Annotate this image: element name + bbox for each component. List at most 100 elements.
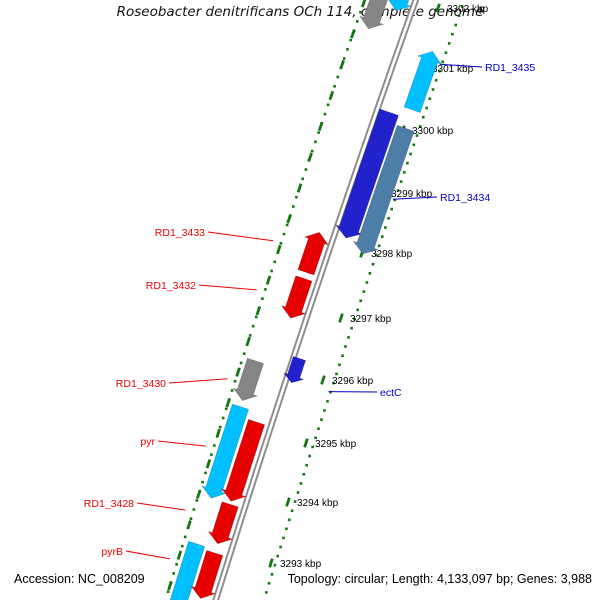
ruler-dot-right (441, 60, 444, 64)
ruler-dash-left (339, 59, 345, 70)
ruler-dot-left (323, 112, 327, 116)
gene-label-RD1_3434[interactable]: RD1_3434 (440, 192, 490, 204)
ruler-dot-left (218, 425, 222, 429)
ruler-dot-right (390, 207, 393, 211)
ruler-dot-right (359, 299, 362, 303)
ruler-dash-kbp (268, 558, 274, 568)
ruler-dash-kbp (303, 438, 309, 448)
ruler-dot-right (341, 354, 344, 357)
ruler-dot-right (381, 235, 384, 238)
ruler-dot-right (387, 217, 390, 220)
ruler-dot-right (344, 345, 347, 348)
gene-RD1_3433[interactable] (297, 232, 330, 276)
ruler-dot-right (265, 591, 268, 594)
gene-pyrB[interactable] (164, 540, 206, 600)
gene-RD1_3432[interactable] (280, 275, 313, 319)
gene-pyr[interactable] (201, 403, 249, 499)
ruler-dot-right (276, 554, 279, 558)
gene-label-RD1_3432[interactable]: RD1_3432 (146, 280, 196, 292)
ruler-dot-right (320, 418, 323, 421)
ruler-dot-right (279, 545, 282, 549)
ruler-dot-right (335, 372, 338, 376)
ruler-dot-left (356, 20, 359, 23)
ruler-dot-left (317, 131, 320, 134)
ruler-dot-left (233, 380, 237, 383)
ruler-dot-right (460, 5, 464, 8)
ruler-dot-right (377, 244, 381, 248)
ruler-dot-right (326, 400, 329, 403)
leader-line-RD1_3428 (136, 502, 186, 511)
clipped-label-fragment: p (479, 4, 485, 15)
gene-label-RD1_3430[interactable]: RD1_3430 (116, 378, 166, 390)
ruler-dot-right (431, 88, 435, 91)
ruler-label: 3294 kbp (297, 498, 339, 509)
ruler-dot-left (301, 177, 304, 181)
accession-text: Accession: NC_008209 (14, 572, 145, 586)
ruler-dash-kbp (338, 313, 344, 323)
ruler-dash-left (360, 0, 367, 8)
ruler-dot-right (350, 326, 353, 330)
ruler-dot-left (183, 535, 187, 539)
gene-label-RD1_3433[interactable]: RD1_3433 (155, 227, 205, 239)
ruler-dash-kbp (320, 375, 326, 385)
gene-label-RD1_3428[interactable]: RD1_3428 (84, 498, 134, 510)
ruler-label: 3296 kbp (332, 376, 374, 387)
ruler-dot-right (323, 409, 326, 412)
ruler-dash-left (255, 306, 262, 316)
gene-RD1_3434[interactable] (334, 108, 399, 239)
gene-gene-c[interactable] (352, 124, 415, 255)
ruler-dot-right (285, 527, 288, 531)
ruler-dot-left (273, 260, 276, 264)
leader-line-RD1_3430 (168, 378, 228, 384)
ruler-dot-left (279, 242, 283, 245)
ruler-dot-left (189, 517, 193, 520)
ruler-dash-left (215, 428, 221, 438)
ruler-dot-left (181, 544, 184, 548)
ruler-dash-left (265, 275, 272, 285)
gene-label-ectC[interactable]: ectC (380, 387, 402, 399)
ruler-dash-left (307, 152, 313, 162)
ruler-dot-left (166, 590, 170, 593)
gene-RD1_3428[interactable] (207, 501, 239, 545)
ruler-dash-left (328, 90, 335, 101)
ruler-dot-left (172, 572, 175, 575)
ruler-dot-right (314, 436, 317, 440)
ruler-dot-right (353, 317, 356, 321)
gene-RD1_3435[interactable] (403, 51, 443, 113)
ruler-dot-right (365, 281, 369, 284)
gene-RD1_3430[interactable] (232, 357, 264, 401)
leader-line-pyr (157, 440, 206, 447)
ruler-label: 3301 kbp (432, 64, 474, 75)
gene-label-pyr[interactable]: pyr (140, 436, 155, 448)
ruler-label: 3298 kbp (371, 249, 413, 260)
ruler-dot-left (230, 389, 234, 392)
ruler-dot-right (332, 381, 335, 385)
gene-label-pyrB[interactable]: pyrB (101, 546, 123, 558)
gene-ectC[interactable] (282, 356, 306, 384)
page-title: Roseobacter denitrificans OCh 114, compl… (116, 4, 484, 20)
ruler-dot-left (333, 85, 336, 88)
topology-text: Topology: circular; Length: 4,133,097 bp… (287, 572, 592, 586)
gene-gene-d[interactable] (358, 0, 402, 30)
ruler-dot-right (438, 69, 441, 73)
gene-label-RD1_3435[interactable]: RD1_3435 (485, 62, 535, 74)
ruler-dot-left (255, 315, 258, 319)
ruler-dot-right (371, 262, 375, 266)
gene-gene-a[interactable] (190, 550, 224, 599)
ruler-dot-left (175, 563, 178, 566)
gene-gene-e[interactable] (387, 0, 420, 12)
ruler-dot-left (224, 407, 228, 411)
ruler-dot-left (251, 324, 255, 328)
ruler-dot-right (451, 32, 454, 36)
ruler-dash-kbp (435, 3, 441, 13)
ruler-dot-right (393, 198, 397, 202)
ruler-dot-left (242, 352, 246, 355)
ruler-dot-right (270, 573, 274, 576)
ruler-dash-left (317, 121, 324, 132)
ruler-dot-left (359, 10, 362, 14)
gene-gene-b[interactable] (221, 419, 266, 502)
ruler-dot-left (264, 288, 267, 291)
ruler-dot-left (195, 499, 199, 502)
ruler-dot-right (434, 79, 438, 82)
